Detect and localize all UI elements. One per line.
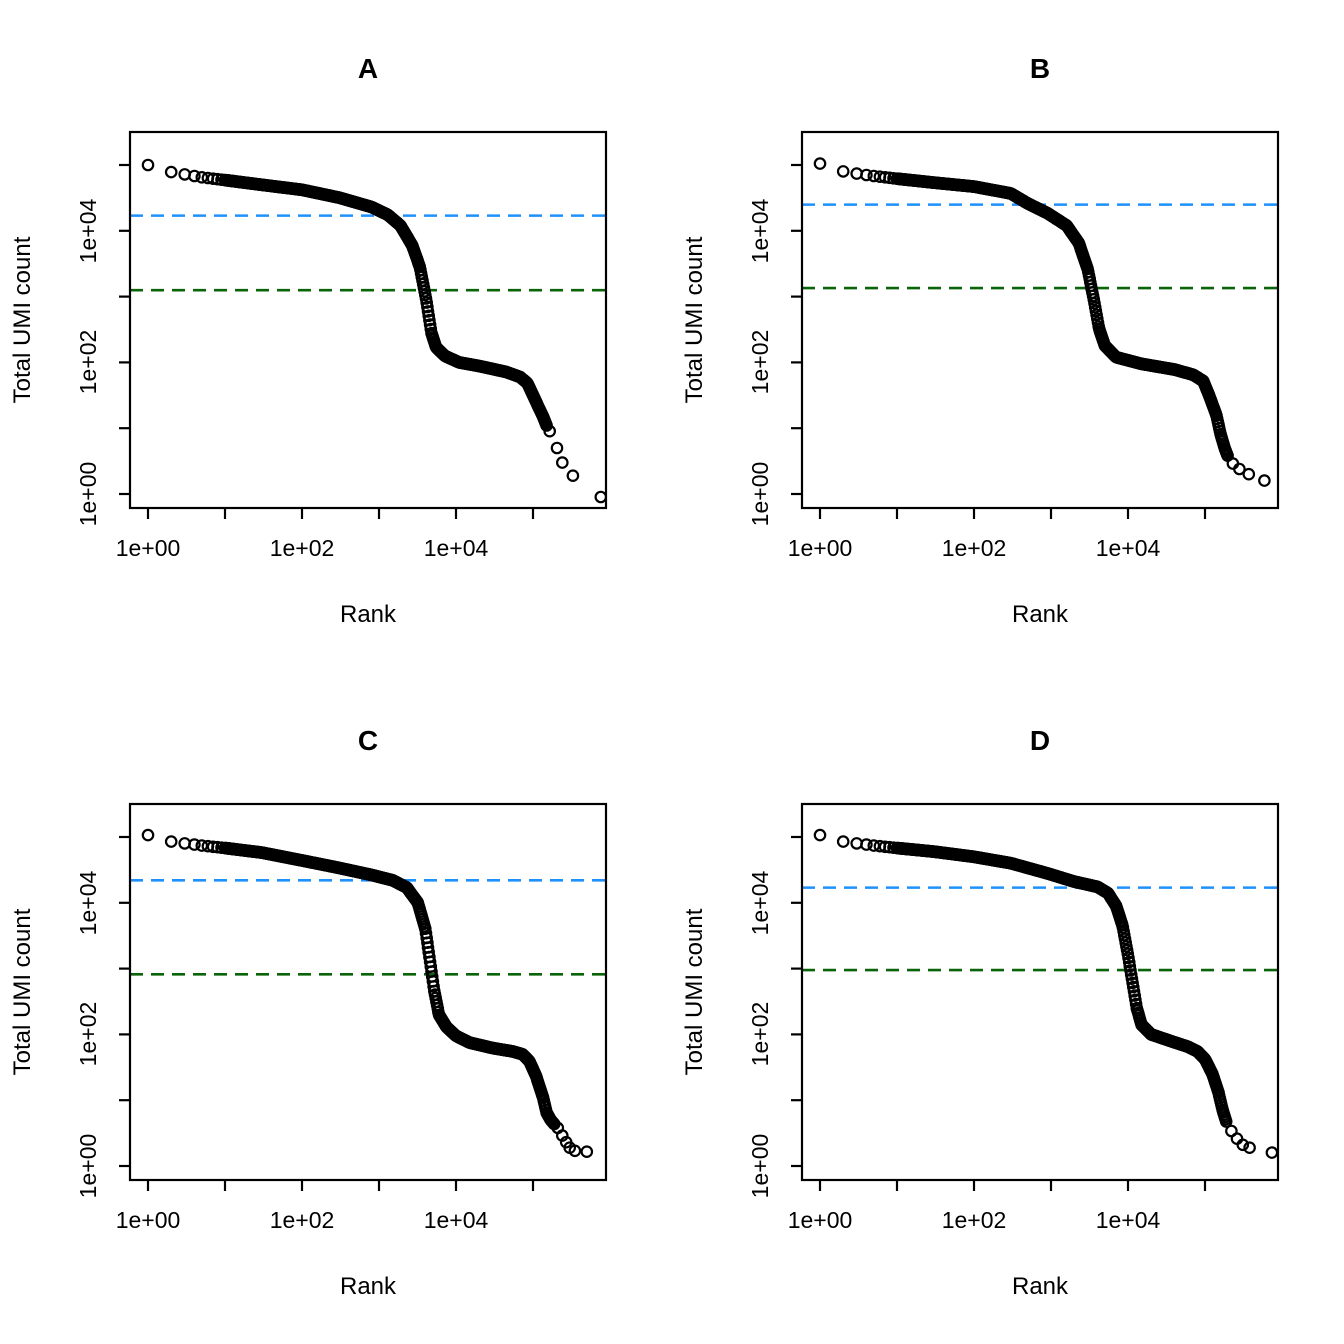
x-tick-label: 1e+00	[116, 535, 181, 561]
x-tick-label: 1e+02	[270, 1207, 335, 1233]
scatter-points	[141, 158, 606, 504]
plot-frame	[800, 802, 1280, 1182]
y-tick-label: 1e+02	[75, 330, 101, 395]
panel-title: B	[1030, 53, 1050, 84]
y-axis-label: Total UMI count	[681, 236, 708, 403]
x-tick-label: 1e+00	[788, 1207, 853, 1233]
y-axis-label: Total UMI count	[681, 908, 708, 1075]
panel-title: C	[358, 725, 378, 756]
y-tick-label: 1e+02	[75, 1002, 101, 1067]
panel-a-plot: A Rank Total UMI count 1e+00 1e+02 1e+04…	[9, 53, 608, 628]
x-tick-label: 1e+04	[424, 535, 489, 561]
panel-a: A Rank Total UMI count 1e+00 1e+02 1e+04…	[0, 0, 672, 672]
axis-ticks	[791, 163, 1207, 519]
y-tick-label: 1e+04	[747, 198, 773, 263]
x-axis-label: Rank	[340, 601, 397, 628]
x-tick-label: 1e+04	[1096, 535, 1161, 561]
panel-d-plot: D Rank Total UMI count 1e+00 1e+02 1e+04…	[681, 725, 1280, 1300]
x-tick-label: 1e+02	[942, 535, 1007, 561]
panel-title: D	[1030, 725, 1050, 756]
y-tick-label: 1e+04	[747, 870, 773, 935]
axis-ticks	[791, 835, 1207, 1191]
y-tick-label: 1e+04	[75, 870, 101, 935]
y-axis-label: Total UMI count	[9, 236, 36, 403]
y-tick-label: 1e+00	[747, 1134, 773, 1199]
scatter-points	[813, 157, 1271, 487]
panel-c: C Rank Total UMI count 1e+00 1e+02 1e+04…	[0, 672, 672, 1344]
plot-frame	[128, 130, 608, 510]
scatter-points	[813, 828, 1278, 1159]
x-tick-label: 1e+02	[270, 535, 335, 561]
axis-ticks	[119, 163, 535, 519]
y-tick-label: 1e+00	[747, 462, 773, 527]
y-tick-label: 1e+04	[75, 198, 101, 263]
panel-c-plot: C Rank Total UMI count 1e+00 1e+02 1e+04…	[9, 725, 608, 1300]
x-tick-label: 1e+02	[942, 1207, 1007, 1233]
panel-title: A	[358, 53, 378, 84]
plot-frame	[128, 802, 608, 1182]
x-axis-label: Rank	[340, 1273, 397, 1300]
panel-d: D Rank Total UMI count 1e+00 1e+02 1e+04…	[672, 672, 1344, 1344]
y-tick-label: 1e+02	[747, 330, 773, 395]
x-tick-label: 1e+00	[788, 535, 853, 561]
x-tick-label: 1e+04	[1096, 1207, 1161, 1233]
x-axis-label: Rank	[1012, 1273, 1069, 1300]
plot-frame	[800, 130, 1280, 510]
y-tick-label: 1e+02	[747, 1002, 773, 1067]
axis-ticks	[119, 835, 535, 1191]
x-tick-label: 1e+00	[116, 1207, 181, 1233]
y-axis-label: Total UMI count	[9, 908, 36, 1075]
y-tick-label: 1e+00	[75, 462, 101, 527]
scatter-points	[141, 828, 594, 1158]
x-axis-label: Rank	[1012, 601, 1069, 628]
panel-b: B Rank Total UMI count 1e+00 1e+02 1e+04…	[672, 0, 1344, 672]
y-tick-label: 1e+00	[75, 1134, 101, 1199]
x-tick-label: 1e+04	[424, 1207, 489, 1233]
panel-b-plot: B Rank Total UMI count 1e+00 1e+02 1e+04…	[681, 53, 1280, 628]
